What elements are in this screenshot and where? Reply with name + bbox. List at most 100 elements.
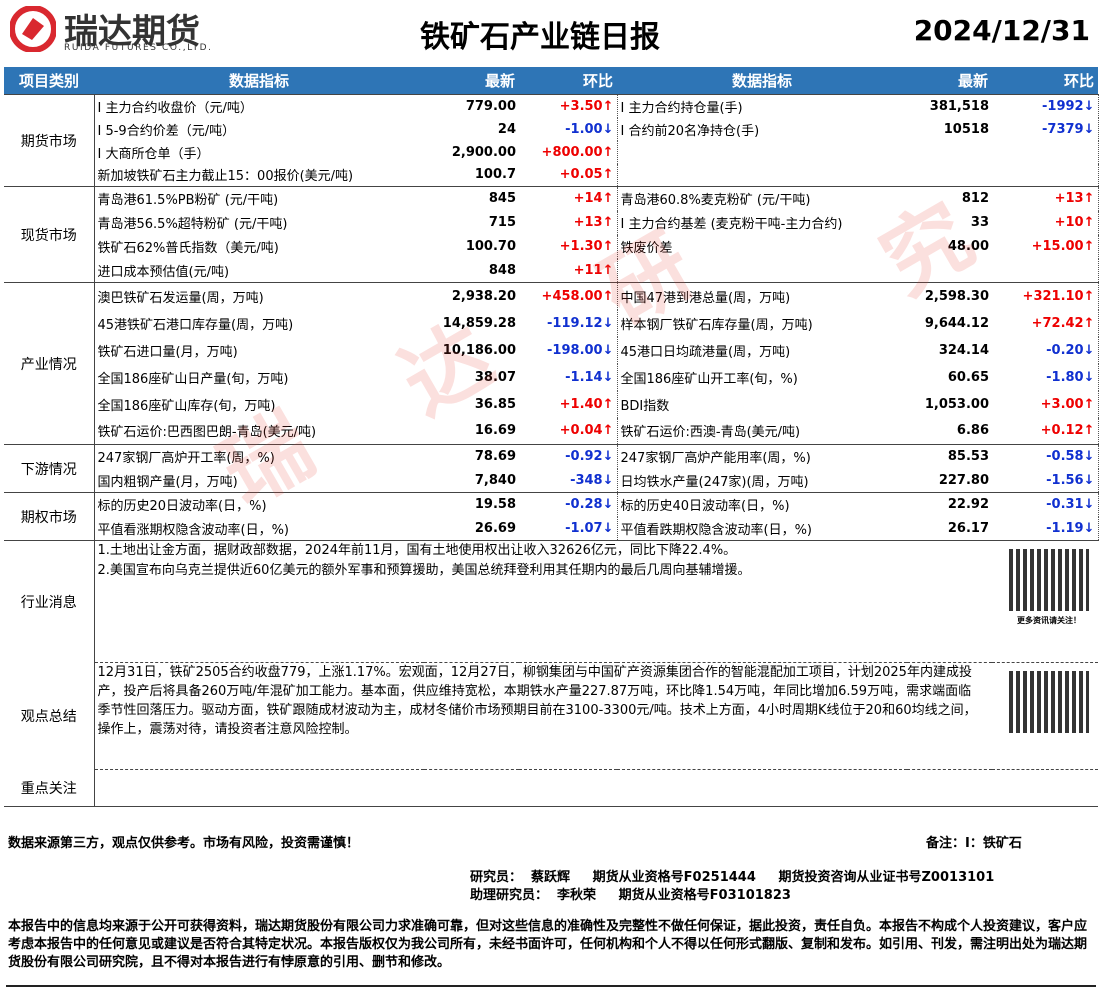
latest-value: 10518	[943, 121, 989, 137]
summary-text: 12月31日，铁矿2505合约收盘779，上涨1.17%。宏观面，12月27日，…	[97, 665, 977, 737]
indicator-name	[617, 164, 907, 187]
column-header: 数据指标	[94, 67, 424, 95]
indicator-name: 铁矿石运价:巴西图巴朗-青岛(美元/吨)	[97, 425, 317, 441]
latest-value: 60.65	[947, 369, 989, 385]
logo-sub: RUIDA FUTURES CO.,LTD.	[64, 43, 213, 53]
table-row: 铁矿石运价:巴西图巴朗-青岛(美元/吨) 16.69 +0.04↑ 铁矿石运价:西澳-…	[4, 417, 1099, 445]
latest-value: 24	[497, 121, 516, 137]
column-header: 最新	[424, 67, 519, 95]
latest-value: 78.69	[424, 444, 519, 469]
change-value	[992, 163, 1099, 187]
latest-value: 10,186.00	[442, 342, 516, 358]
indicator-name: I 合约前20名净持仓(手)	[620, 123, 760, 139]
latest-value: 85.53	[907, 444, 992, 469]
latest-value: 26.17	[947, 520, 989, 536]
category: 下游情况	[4, 444, 95, 493]
latest-value: 6.86	[956, 423, 989, 439]
indicator-name: 进口成本预估值(元/吨)	[97, 264, 230, 280]
indicator-name: 45港口日均疏港量(周，万吨)	[620, 344, 791, 360]
indicator-name: 中国47港到港总量(周，万吨)	[617, 282, 907, 310]
change-value: -7379↓	[992, 117, 1099, 141]
change-value: +1.40↑	[519, 390, 618, 418]
latest-value: 100.7	[474, 167, 516, 183]
change-value: +11↑	[519, 258, 618, 283]
latest-value: 779.00	[424, 94, 519, 118]
category: 期货市场	[4, 94, 95, 187]
indicator-name: 平值看跌期权隐含波动率(日，%)	[620, 522, 813, 538]
latest-value: 381,518	[907, 94, 992, 118]
table-row: 全国186座矿山日产量(旬，万吨) 38.07 -1.14↓ 全国186座矿山开工率(…	[4, 363, 1099, 391]
latest-value: 48.00	[947, 239, 989, 254]
change-value: +14↑	[519, 186, 618, 211]
change-value: -1.14↓	[519, 363, 618, 391]
latest-value	[907, 141, 992, 164]
indicator-name: 青岛港56.5%超特粉矿 (元/干吨)	[97, 217, 288, 232]
indicator-name: 247家钢厂高炉开工率(周，%)	[94, 444, 424, 469]
change-value: -1.07↓	[519, 516, 618, 541]
latest-value: 19.58	[424, 492, 519, 517]
latest-value: 14,859.28	[442, 315, 516, 331]
latest-value: 1,053.00	[924, 396, 989, 412]
summary-cell: 12月31日，铁矿2505合约收盘779，上涨1.17%。宏观面，12月27日，…	[94, 662, 1098, 770]
column-header: 数据指标	[617, 67, 907, 95]
latest-value: 848	[488, 262, 516, 278]
indicator-name: I 5-9合约价差（元/吨）	[97, 123, 236, 139]
latest-value: 22.92	[907, 492, 992, 517]
latest-value: 227.80	[938, 472, 989, 488]
qr-code	[1009, 549, 1089, 611]
latest-value: 812	[907, 186, 992, 211]
change-value: -1.19↓	[992, 516, 1099, 541]
latest-value: 38.07	[474, 369, 516, 385]
category: 观点总结	[4, 662, 95, 770]
change-value: +458.00↑	[519, 282, 618, 310]
change-value: -1.80↓	[992, 363, 1099, 391]
table-row: 下游情况 247家钢厂高炉开工率(周，%) 78.69 -0.92↓ 247家钢厂高炉产…	[4, 444, 1099, 493]
indicator-name: 新加坡铁矿石主力截止15：00报价(美元/吨)	[97, 169, 354, 185]
table-row: I 大商所仓单（手） 2,900.00 +800.00↑	[4, 140, 1099, 164]
table-row: 平值看涨期权隐含波动率(日，%) 26.69 -1.07↓ 平值看跌期权隐含波动率(日…	[4, 516, 1099, 541]
report-date: 2024/12/31	[913, 14, 1090, 47]
category: 行业消息	[4, 540, 95, 663]
indicator-name: 铁矿石62%普氏指数（美元/吨)	[97, 241, 279, 256]
news-item: 1.土地出让金方面，据财政部数据，2024年前11月，国有土地使用权出让收入32…	[97, 543, 737, 558]
change-value: -348↓	[519, 468, 618, 493]
table-row: 铁矿石62%普氏指数（美元/吨) 100.70 +1.30↑ 铁废价差 48.00 +15…	[4, 234, 1099, 259]
indicator-name: I 主力合约基差 (麦克粉干吨-主力合约)	[620, 217, 843, 232]
logo-icon	[10, 6, 56, 52]
table-row: 进口成本预估值(元/吨) 848 +11↑	[4, 258, 1099, 283]
table-row: 青岛港56.5%超特粉矿 (元/干吨) 715 +13↑ I 主力合约基差 (麦克粉干…	[4, 210, 1099, 235]
focus-cell	[94, 770, 1098, 807]
report-title: 铁矿石产业链日报	[420, 20, 660, 55]
table-row: 行业消息 1.土地出让金方面，据财政部数据，2024年前11月，国有土地使用权出让…	[4, 540, 1098, 663]
qr-code	[1009, 671, 1089, 733]
assistant: 助理研究员： 李秋荣 期货从业资格号F03101823	[470, 888, 791, 903]
change-value: +13↑	[519, 210, 618, 235]
change-value: -198.00↓	[519, 336, 618, 364]
indicator-name: I 大商所仓单（手）	[97, 146, 210, 162]
indicator-name: I 主力合约收盘价（元/吨）	[94, 94, 424, 118]
table-row: 全国186座矿山库存(旬，万吨) 36.85 +1.40↑ BDI指数 1,053.00…	[4, 390, 1099, 418]
news-item: 2.美国宣布向乌克兰提供近60亿美元的额外军事和预算援助，美国总统拜登利用其任期…	[97, 563, 751, 578]
latest-value: 16.69	[474, 423, 516, 439]
change-value: -1992↓	[992, 94, 1099, 118]
change-value: -1.00↓	[519, 117, 618, 141]
change-value: +0.05↑	[519, 163, 618, 187]
latest-value: 2,938.20	[424, 282, 519, 310]
category: 产业情况	[4, 282, 95, 445]
change-value: +321.10↑	[992, 282, 1099, 310]
change-value: -119.12↓	[519, 309, 618, 337]
indicator-name: 全国186座矿山开工率(旬，%)	[620, 371, 798, 387]
latest-value: 26.69	[474, 520, 516, 536]
indicator-name: 全国186座矿山库存(旬，万吨)	[97, 398, 276, 414]
change-value	[992, 258, 1099, 283]
latest-value: 7,840	[474, 472, 516, 488]
bottom-rule	[6, 985, 1096, 987]
latest-value: 845	[424, 186, 519, 211]
category: 期权市场	[4, 492, 95, 541]
change-value: +1.30↑	[519, 234, 618, 259]
change-value: +10↑	[992, 210, 1099, 235]
column-header: 环比	[992, 67, 1098, 95]
change-value: +15.00↑	[992, 234, 1099, 259]
indicator-name: 国内粗钢产量(月，万吨)	[97, 474, 238, 490]
table-row: 新加坡铁矿石主力截止15：00报价(美元/吨) 100.7 +0.05↑	[4, 163, 1099, 187]
